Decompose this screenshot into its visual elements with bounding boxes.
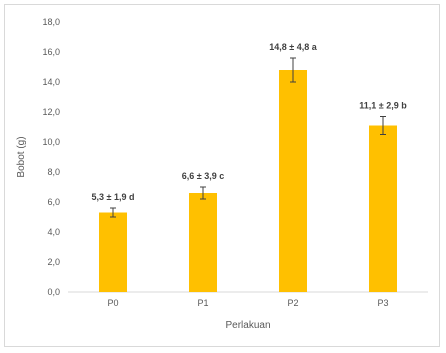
x-tick-label: P2 [287,298,298,308]
y-tick-label: 4,0 [47,227,60,237]
data-label: 5,3 ± 1,9 d [92,192,135,202]
error-bar [110,207,116,218]
error-bar [380,116,386,135]
error-bar [290,57,296,83]
data-label: 14,8 ± 4,8 a [269,42,317,52]
bar-p1 [189,193,217,292]
error-bars-group [110,57,386,218]
y-axis-ticks: 0,0 2,0 4,0 6,0 8,0 10,0 12,0 14,0 16,0 18,0 [42,17,60,297]
x-axis-ticks: P0 P1 P2 P3 [107,298,388,308]
x-tick-label: P0 [107,298,118,308]
y-tick-label: 10,0 [42,137,60,147]
y-tick-label: 16,0 [42,47,60,57]
data-label: 6,6 ± 3,9 c [182,171,224,181]
bar-p3 [369,125,397,292]
bars-group [99,70,397,292]
x-axis-label: Perlakuan [225,320,270,331]
chart-frame [4,4,440,347]
y-tick-label: 2,0 [47,257,60,267]
y-tick-label: 6,0 [47,197,60,207]
error-bar [200,186,206,200]
y-tick-label: 18,0 [42,17,60,27]
data-label: 11,1 ± 2,9 b [359,101,407,111]
x-tick-label: P1 [197,298,208,308]
y-tick-label: 12,0 [42,107,60,117]
y-axis-label: Bobot (g) [16,136,27,177]
bar-p0 [99,212,127,292]
x-tick-label: P3 [377,298,388,308]
data-labels-group: 5,3 ± 1,9 d 6,6 ± 3,9 c 14,8 ± 4,8 a 11,1 ±… [92,42,408,202]
bar-p2 [279,70,307,292]
y-tick-label: 8,0 [47,167,60,177]
y-tick-label: 14,0 [42,77,60,87]
y-tick-label: 0,0 [47,287,60,297]
